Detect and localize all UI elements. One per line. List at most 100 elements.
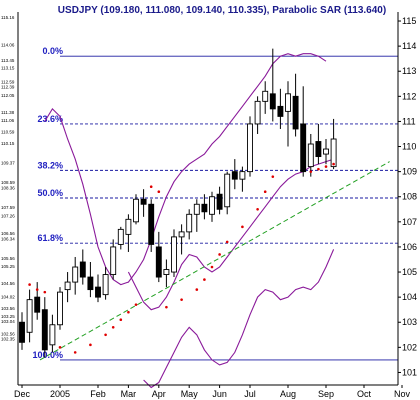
sar-dot xyxy=(180,298,183,301)
sar-dot xyxy=(271,175,275,178)
trendline xyxy=(39,161,390,361)
candle-up xyxy=(171,236,177,273)
candle-up xyxy=(239,171,246,180)
sar-dot xyxy=(324,165,328,168)
candle-up xyxy=(49,324,56,346)
y-tick-label: 102 xyxy=(402,342,417,352)
candle-up xyxy=(254,100,261,125)
sar-dot xyxy=(157,190,161,194)
y-tick-label: 106 xyxy=(402,242,417,252)
x-tick-label: Jun xyxy=(212,389,227,399)
chart-title: USDJPY (109.180, 111.080, 109.140, 110.3… xyxy=(58,5,386,16)
bollinger-lower-line xyxy=(143,249,335,389)
candle-up xyxy=(193,203,200,215)
candle-up xyxy=(125,218,132,235)
x-tick-label: 2005 xyxy=(50,389,70,399)
candle-down xyxy=(315,141,322,158)
y-tick-label: 101 xyxy=(402,367,417,377)
sar-dot xyxy=(58,346,62,349)
candle-down xyxy=(201,203,208,213)
y-minor-label: 111.06 xyxy=(1,118,15,123)
fib-level-label: 23.6% xyxy=(37,114,63,124)
candle-up xyxy=(224,173,231,208)
sar-dot xyxy=(203,278,206,281)
y-tick-label: 107 xyxy=(402,217,417,227)
candle-up xyxy=(285,93,291,112)
candle-up xyxy=(307,143,314,168)
x-tick-label: Dec xyxy=(14,389,31,399)
y-minor-label: 106.56 xyxy=(1,231,15,236)
y-tick-label: 110 xyxy=(402,142,416,152)
sar-dot xyxy=(256,207,259,211)
bollinger-upper-line xyxy=(44,53,327,286)
y-minor-label: 103.56 xyxy=(1,306,15,311)
sar-dot xyxy=(127,310,130,314)
sar-dot xyxy=(104,333,107,337)
y-minor-label: 113.45 xyxy=(1,58,15,63)
y-minor-label: 105.25 xyxy=(1,264,15,269)
x-tick-label: Nov xyxy=(394,389,411,399)
y-tick-label: 112 xyxy=(402,91,416,101)
candle-up xyxy=(117,228,124,245)
price-candles xyxy=(19,48,337,358)
support-trendline xyxy=(39,161,390,361)
candle-up xyxy=(323,148,329,155)
candle-up xyxy=(102,274,109,296)
y-tick-label: 109 xyxy=(402,167,417,177)
candle-down xyxy=(34,296,41,313)
fib-level-label: 38.2% xyxy=(37,160,63,170)
y-minor-label: 115.16 xyxy=(1,15,15,20)
x-tick-label: Jul xyxy=(244,389,256,399)
y-minor-label: 104.02 xyxy=(1,295,15,300)
candle-down xyxy=(87,276,94,291)
candle-up xyxy=(72,266,79,283)
candle-up xyxy=(186,213,193,233)
y-tick-label: 105 xyxy=(402,267,417,277)
y-minor-label: 114.06 xyxy=(1,43,15,48)
candle-up xyxy=(163,269,170,276)
sar-dot xyxy=(119,318,123,322)
candle-up xyxy=(133,198,139,223)
y-tick-label: 104 xyxy=(402,292,417,302)
fib-level-label: 61.8% xyxy=(37,233,63,243)
sar-dot xyxy=(165,305,168,309)
candle-down xyxy=(231,171,238,180)
y-tick-label: 114 xyxy=(402,41,416,51)
y-minor-label: 112.39 xyxy=(1,85,15,90)
sar-dot xyxy=(317,167,320,171)
candle-up xyxy=(209,196,215,215)
x-tick-label: Apr xyxy=(152,389,166,399)
candle-up xyxy=(330,138,337,168)
candle-down xyxy=(277,105,284,117)
y-minor-label: 106.34 xyxy=(1,236,15,241)
sar-dot xyxy=(73,351,77,354)
sar-dot xyxy=(218,253,221,256)
candle-down xyxy=(269,93,276,110)
y-minor-label: 102.56 xyxy=(1,331,15,336)
parabolic-sar-dots xyxy=(28,162,335,354)
candle-down xyxy=(41,309,48,351)
y-minor-label: 108.59 xyxy=(1,180,15,185)
y-tick-label: 113 xyxy=(402,66,416,76)
x-axis: Dec 2005 Feb Mar Apr May Jun Jul Aug Sep Oct Nov xyxy=(14,384,411,399)
y-minor-label: 107.59 xyxy=(1,205,15,210)
sar-dot xyxy=(225,240,229,244)
y-tick-label: 103 xyxy=(402,317,417,327)
y-minor-label: 107.26 xyxy=(1,213,15,218)
candle-down xyxy=(155,246,162,278)
candle-down xyxy=(19,321,25,343)
candle-up xyxy=(64,281,71,291)
sar-dot xyxy=(111,325,115,329)
fib-level-label: 0.0% xyxy=(42,46,63,56)
sar-dot xyxy=(309,170,313,173)
fibonacci-lines: 0.0% 23.6% 38.2% 50.0% 61.8% 100.0% xyxy=(32,46,398,361)
sar-dot xyxy=(210,265,214,269)
sar-dot xyxy=(43,290,47,294)
candle-down xyxy=(140,198,147,205)
candle-down xyxy=(95,286,101,298)
sar-dot xyxy=(28,283,31,286)
x-tick-label: Oct xyxy=(357,389,372,399)
candle-up xyxy=(178,231,185,238)
y-tick-label: 111 xyxy=(402,116,416,126)
y-minor-label: 110.15 xyxy=(1,141,15,146)
